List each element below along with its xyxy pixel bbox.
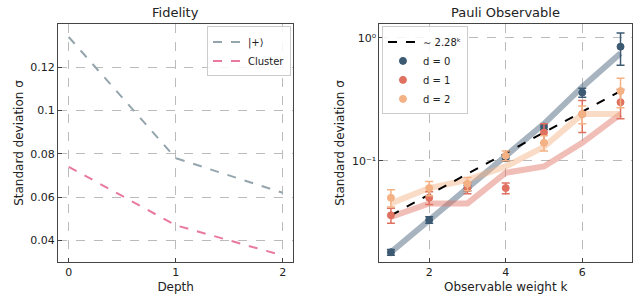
- svg-text:0.1: 0.1: [37, 104, 55, 117]
- svg-text:Depth: Depth: [157, 280, 194, 294]
- svg-text:1: 1: [172, 266, 179, 279]
- svg-text:d = 0: d = 0: [423, 56, 450, 67]
- svg-text:2: 2: [279, 266, 286, 279]
- svg-text:0: 0: [65, 266, 72, 279]
- svg-text:0.08: 0.08: [30, 148, 55, 161]
- svg-text:d = 2: d = 2: [423, 94, 450, 105]
- svg-text:Pauli Observable: Pauli Observable: [451, 5, 560, 20]
- svg-text:|+⟩: |+⟩: [248, 37, 264, 49]
- svg-text:2: 2: [426, 266, 433, 279]
- svg-text:Observable weight k: Observable weight k: [444, 280, 568, 294]
- svg-text:d = 1: d = 1: [423, 75, 450, 86]
- svg-text:6: 6: [579, 266, 586, 279]
- svg-text:Fidelity: Fidelity: [152, 5, 199, 20]
- svg-text:10⁰: 10⁰: [358, 32, 377, 45]
- svg-text:Standard deviation σ: Standard deviation σ: [333, 80, 347, 206]
- svg-text:4: 4: [502, 266, 509, 279]
- svg-text:10⁻¹: 10⁻¹: [352, 155, 376, 168]
- svg-text:∼ 2.28ᵏ: ∼ 2.28ᵏ: [423, 37, 461, 48]
- svg-text:0.12: 0.12: [30, 61, 55, 74]
- svg-text:Cluster: Cluster: [248, 56, 284, 67]
- svg-text:0.06: 0.06: [30, 191, 55, 204]
- svg-text:Standard deviation σ: Standard deviation σ: [12, 80, 26, 206]
- svg-text:0.04: 0.04: [30, 234, 55, 247]
